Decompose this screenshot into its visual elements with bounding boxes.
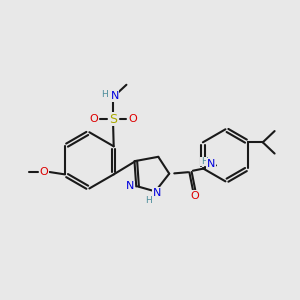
Text: N: N — [110, 91, 119, 101]
Text: O: O — [128, 114, 137, 124]
Text: S: S — [109, 112, 117, 126]
Text: H: H — [146, 196, 152, 205]
Text: H: H — [201, 157, 208, 166]
Text: N: N — [153, 188, 161, 198]
Text: O: O — [39, 167, 48, 177]
Text: N: N — [126, 182, 134, 191]
Text: O: O — [89, 114, 98, 124]
Text: O: O — [190, 191, 199, 201]
Text: N: N — [207, 159, 215, 169]
Text: H: H — [101, 90, 108, 99]
